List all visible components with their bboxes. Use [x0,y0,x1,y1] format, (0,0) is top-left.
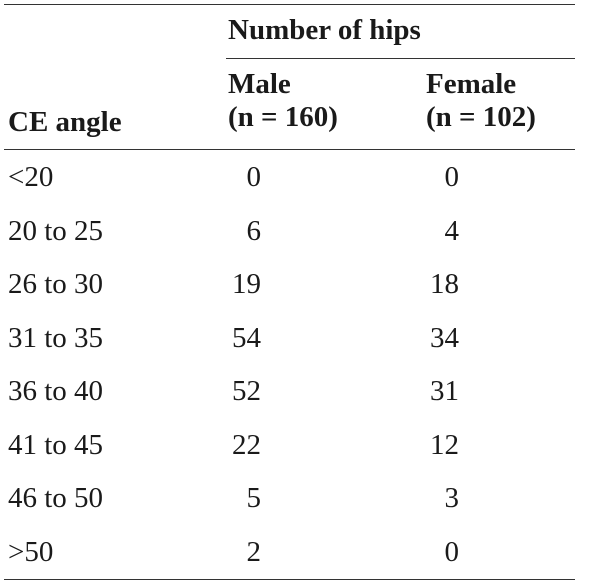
female-count-cell: 0 [444,535,460,568]
female-count-cell: 3 [444,482,460,514]
ce-angle-cell: <20 [8,161,54,193]
group-heading-number-of-hips: Number of hips [228,14,421,46]
ce-angle-cell: 31 to 35 [8,321,104,354]
male-count-cell: 52 [232,375,261,407]
group-heading-rule [226,58,575,59]
table-row: 36 to 40 52 31 [0,365,597,419]
male-count-cell: 0 [246,161,262,193]
table-row: 46 to 50 5 3 [0,472,597,526]
male-count-cell: 54 [232,321,261,354]
male-count-cell: 5 [246,482,262,514]
female-count-cell: 34 [430,321,459,354]
male-count-cell: 6 [246,214,262,247]
column-heading-female-count: (n = 102) [426,101,536,133]
table-row: <20 0 0 [0,151,597,205]
header-rule [4,149,575,150]
table-row: >50 2 0 [0,526,597,580]
ce-angle-cell: 26 to 30 [8,268,104,300]
bottom-rule [4,579,575,580]
male-count-cell: 2 [246,535,262,568]
top-rule [4,4,575,5]
column-heading-male-count: (n = 160) [228,101,338,133]
ce-angle-cell: >50 [8,535,54,568]
female-count-cell: 31 [430,375,459,407]
ce-angle-cell: 46 to 50 [8,482,104,514]
column-heading-male: Male (n = 160) [228,68,338,134]
column-heading-male-label: Male [228,68,291,100]
female-count-cell: 4 [444,214,460,247]
female-count-cell: 18 [430,268,459,300]
ce-angle-cell: 41 to 45 [8,428,104,461]
table-row: 26 to 30 19 18 [0,258,597,312]
table-row: 31 to 35 54 34 [0,312,597,366]
table-row: 41 to 45 22 12 [0,419,597,473]
table-row: 20 to 25 6 4 [0,205,597,259]
female-count-cell: 0 [444,161,460,193]
ce-angle-cell: 36 to 40 [8,375,104,407]
male-count-cell: 22 [232,428,261,461]
column-heading-female-label: Female [426,68,517,100]
column-heading-ce-angle: CE angle [8,106,122,138]
female-count-cell: 12 [430,428,459,461]
ce-angle-cell: 20 to 25 [8,214,104,247]
male-count-cell: 19 [232,268,261,300]
column-heading-female: Female (n = 102) [426,68,536,134]
